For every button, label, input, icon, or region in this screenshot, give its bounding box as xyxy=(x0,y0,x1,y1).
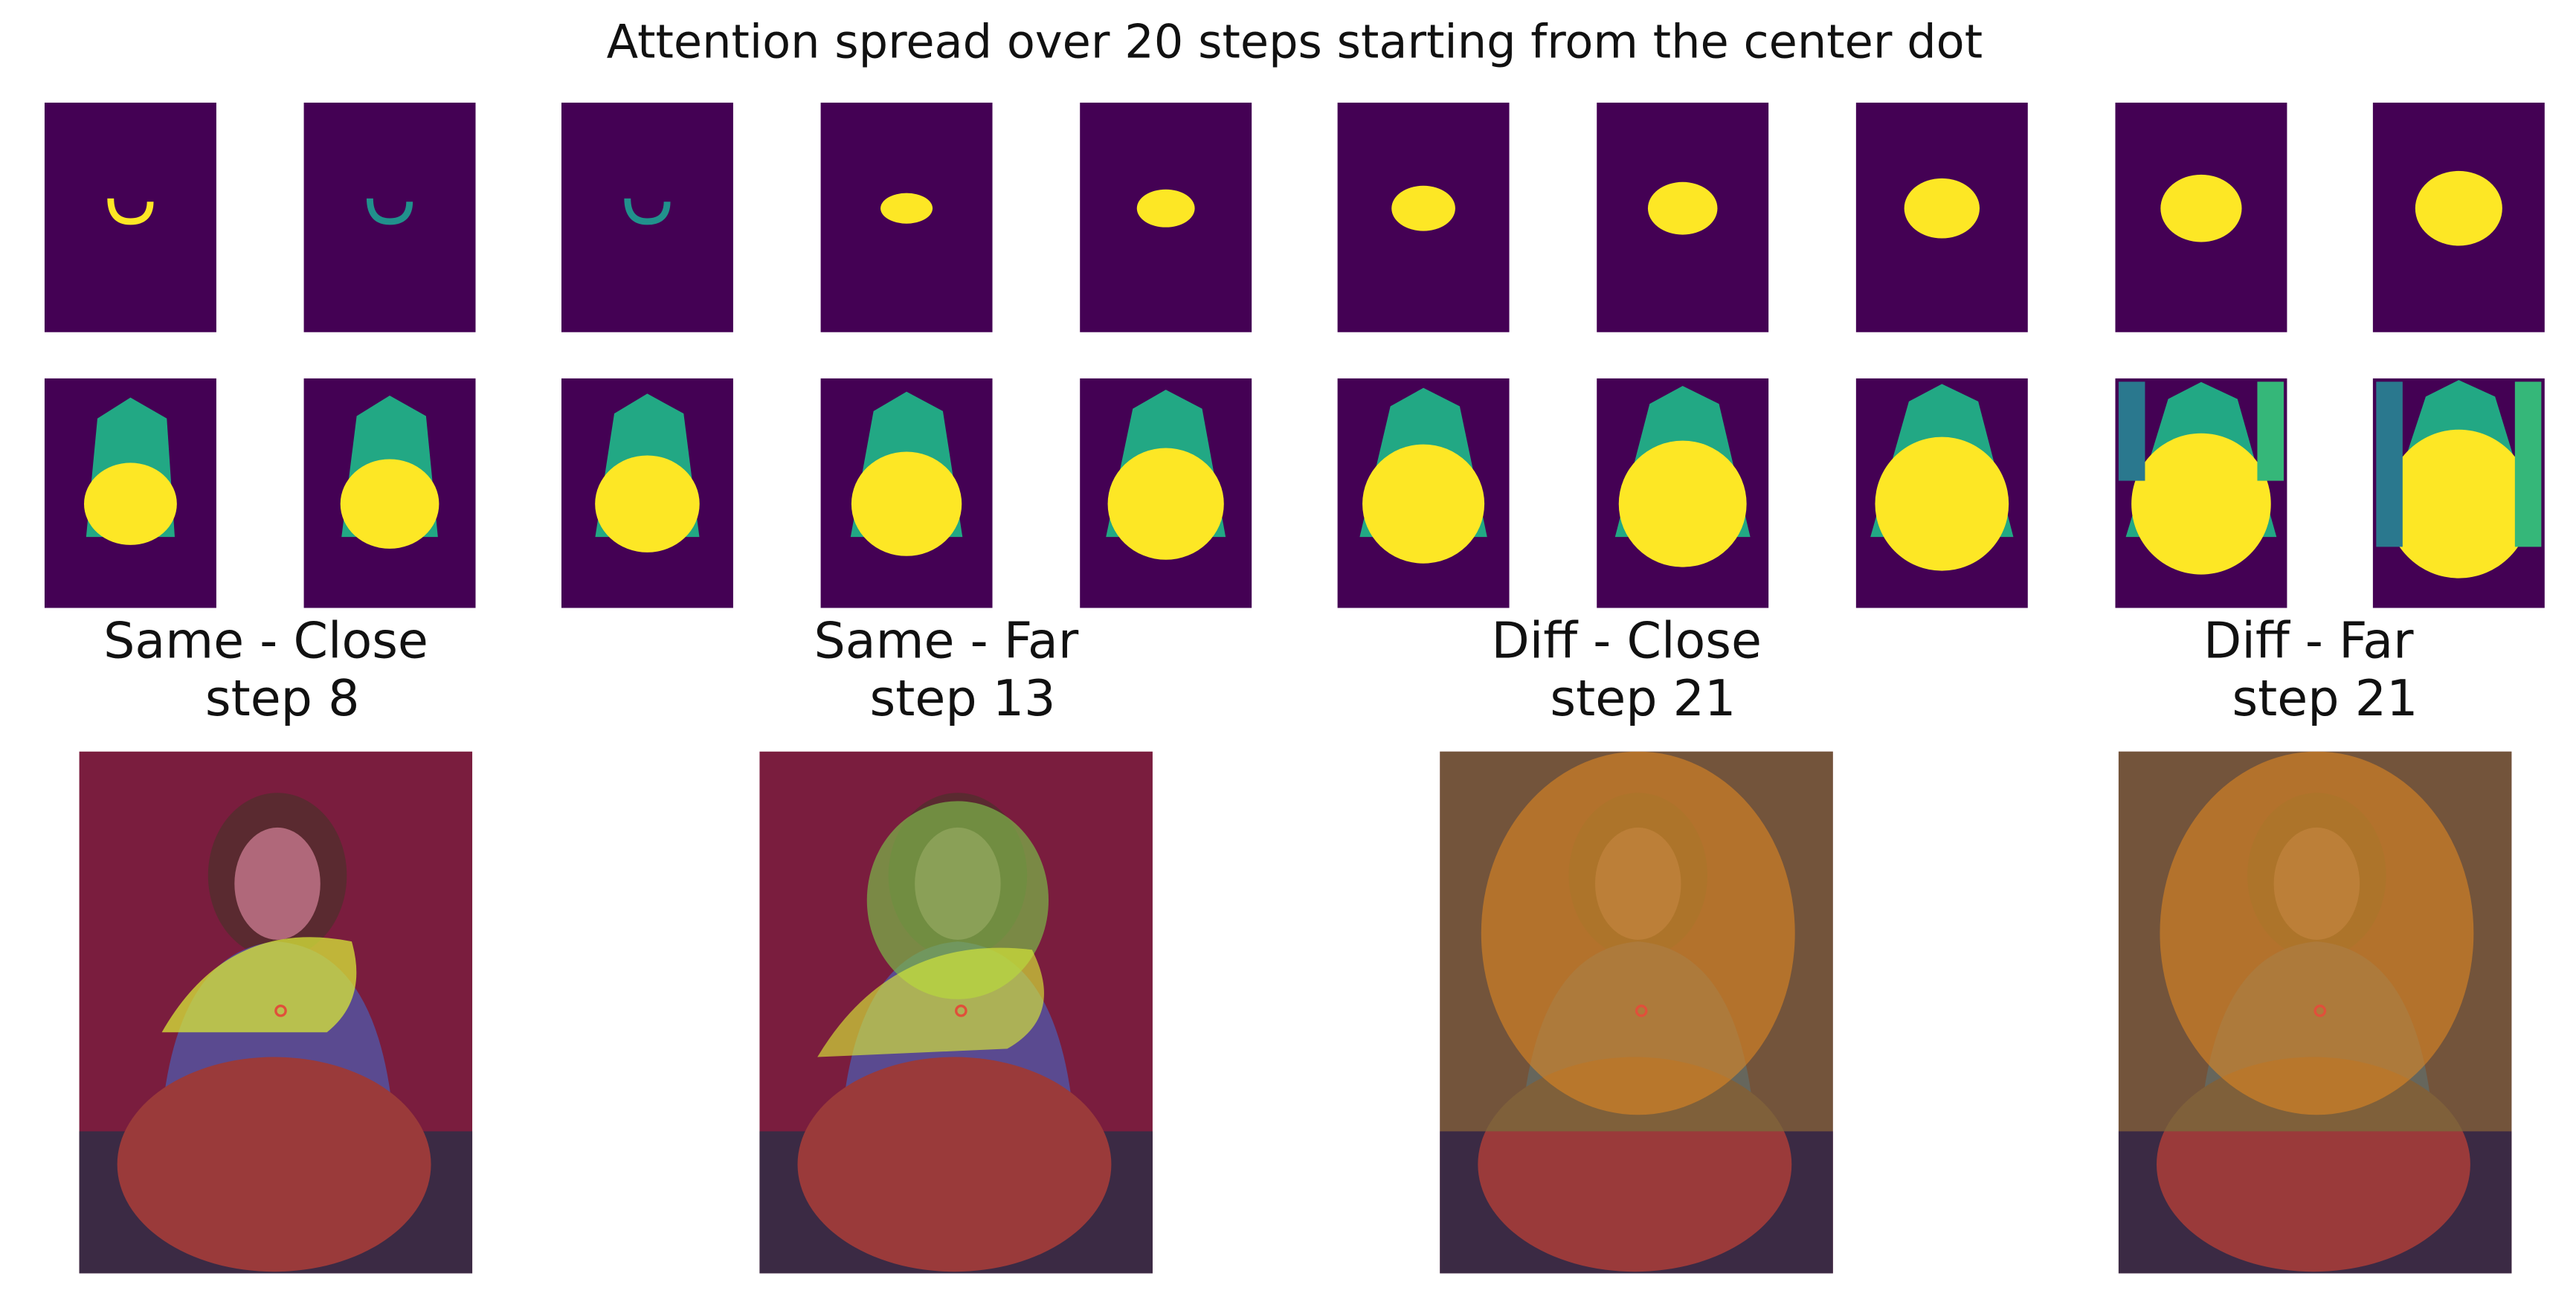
attention-overlay xyxy=(1481,751,1795,1115)
attention-blob xyxy=(2160,174,2242,242)
attention-blob xyxy=(1618,440,1747,567)
center-dot xyxy=(955,1005,967,1017)
panel-label: Same - Far xyxy=(814,611,1078,669)
attention-overlay xyxy=(817,947,1044,1057)
attention-blob xyxy=(851,451,962,556)
heatmap-tile xyxy=(44,103,216,332)
attention-blob xyxy=(366,198,413,225)
panel-step: step 13 xyxy=(870,669,1056,727)
overlay-image xyxy=(79,751,473,1274)
panel-label: Same - Close xyxy=(103,611,428,669)
attention-blob xyxy=(83,463,177,545)
photo-pizza xyxy=(117,1057,431,1272)
heatmap-tile xyxy=(1080,103,1252,332)
heatmap-tile xyxy=(561,378,733,608)
heatmap-tile xyxy=(820,103,993,332)
panel-step: step 8 xyxy=(205,669,360,727)
center-dot xyxy=(2313,1005,2327,1017)
overlay-image xyxy=(1440,751,1833,1274)
overlay-image xyxy=(759,751,1153,1274)
heatmap-tile xyxy=(1597,378,1769,608)
attention-blob xyxy=(2386,429,2532,579)
heatmap-tile xyxy=(1855,378,2028,608)
figure-title: Attention spread over 20 steps starting … xyxy=(607,14,1983,68)
attention-blob xyxy=(624,198,671,225)
heatmap-tile xyxy=(820,378,993,608)
heatmap-tile xyxy=(303,378,476,608)
center-dot xyxy=(1635,1005,1648,1017)
attention-overlay xyxy=(2160,751,2474,1115)
attention-noise xyxy=(2376,381,2403,547)
attention-blob xyxy=(1391,185,1455,231)
attention-noise xyxy=(2257,381,2284,481)
heatmap-tile xyxy=(1597,103,1769,332)
attention-noise xyxy=(2118,381,2145,481)
heatmap-tile xyxy=(2372,103,2545,332)
attention-blob xyxy=(880,193,933,224)
overlay-image xyxy=(2118,751,2512,1274)
panel-label: Diff - Far xyxy=(2203,611,2414,669)
attention-blob xyxy=(595,455,700,552)
attention-blob xyxy=(107,198,154,225)
attention-overlay xyxy=(161,937,357,1033)
attention-blob xyxy=(1107,448,1224,560)
photo-face xyxy=(234,827,321,940)
attention-noise xyxy=(2514,381,2542,547)
attention-blob xyxy=(340,459,439,549)
heatmap-tile xyxy=(303,103,476,332)
tile-background xyxy=(561,103,733,332)
attention-blob xyxy=(1647,181,1718,235)
heatmap-tile xyxy=(44,378,216,608)
heatmap-tile xyxy=(2115,378,2287,608)
heatmap-tile xyxy=(1080,378,1252,608)
panel-step: step 21 xyxy=(2232,669,2418,727)
tile-background xyxy=(44,103,216,332)
attention-blob xyxy=(1875,436,2009,571)
photo-pizza xyxy=(797,1057,1112,1272)
attention-blob xyxy=(2131,433,2271,575)
panel-step: step 21 xyxy=(1550,669,1736,727)
heatmap-tile xyxy=(1337,103,1510,332)
attention-blob xyxy=(1904,178,1980,239)
center-dot xyxy=(274,1005,287,1017)
panel-label: Diff - Close xyxy=(1491,611,1762,669)
heatmap-tile xyxy=(2372,378,2545,608)
heatmap-tile xyxy=(561,103,733,332)
heatmap-tile xyxy=(2115,103,2287,332)
attention-blob xyxy=(2415,170,2502,246)
attention-blob xyxy=(1136,189,1195,228)
attention-blob xyxy=(1362,444,1485,564)
tile-background xyxy=(303,103,476,332)
heatmap-tile xyxy=(1855,103,2028,332)
heatmap-tile xyxy=(1337,378,1510,608)
